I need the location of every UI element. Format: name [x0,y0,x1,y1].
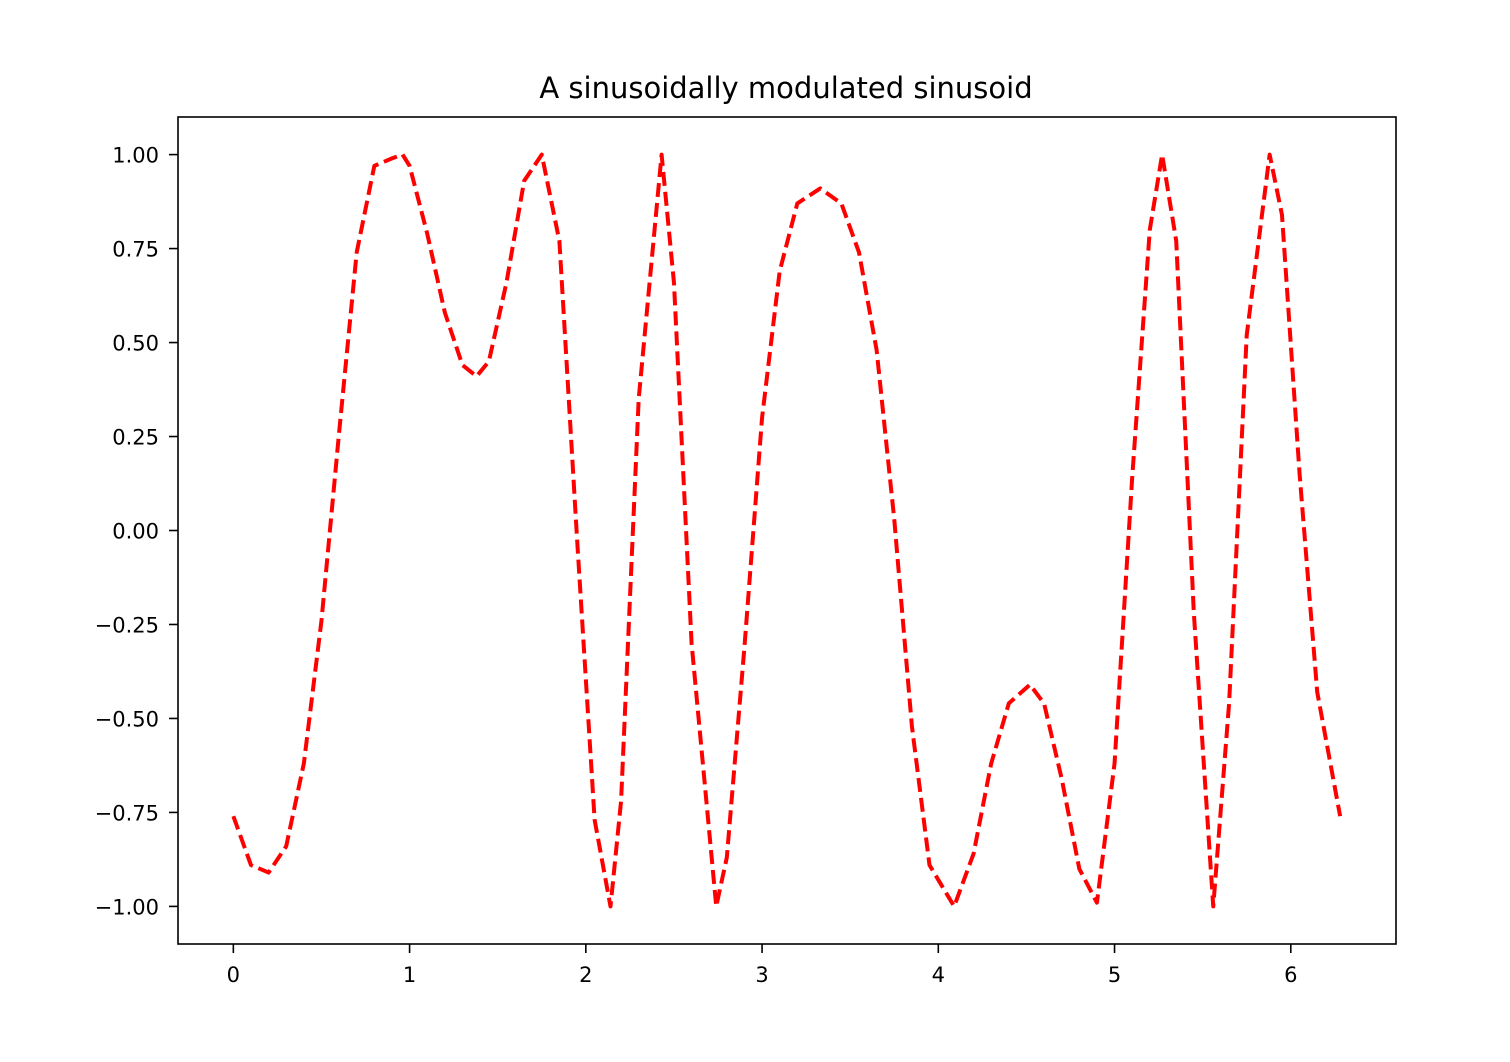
y-tick-label: −1.00 [95,895,159,919]
x-tick-label: 6 [1284,963,1297,987]
y-tick-label: −0.75 [95,801,159,825]
y-tick-label: −0.25 [95,613,159,637]
x-tick-label: 3 [755,963,768,987]
x-tick-label: 0 [227,963,240,987]
y-tick-label: 0.25 [112,426,159,450]
series-line-0 [231,152,1343,909]
y-tick-label: 0.75 [112,238,159,262]
y-tick-label: 1.00 [112,144,159,168]
y-tick-label: −0.50 [95,707,159,731]
series-layer [231,152,1343,909]
chart-title: A sinusoidally modulated sinusoid [539,71,1032,105]
x-tick-label: 4 [932,963,945,987]
x-tick-label: 2 [579,963,592,987]
y-tick-label: 0.00 [112,520,159,544]
x-tick-label: 1 [403,963,416,987]
axes-layer: 0 1 2 3 4 5 6 1.00 0.75 0.50 0.25 0.00 −0.25 −0.50 −0.… [95,116,1397,987]
y-tick-label: 0.50 [112,332,159,356]
x-tick-label: 5 [1108,963,1121,987]
